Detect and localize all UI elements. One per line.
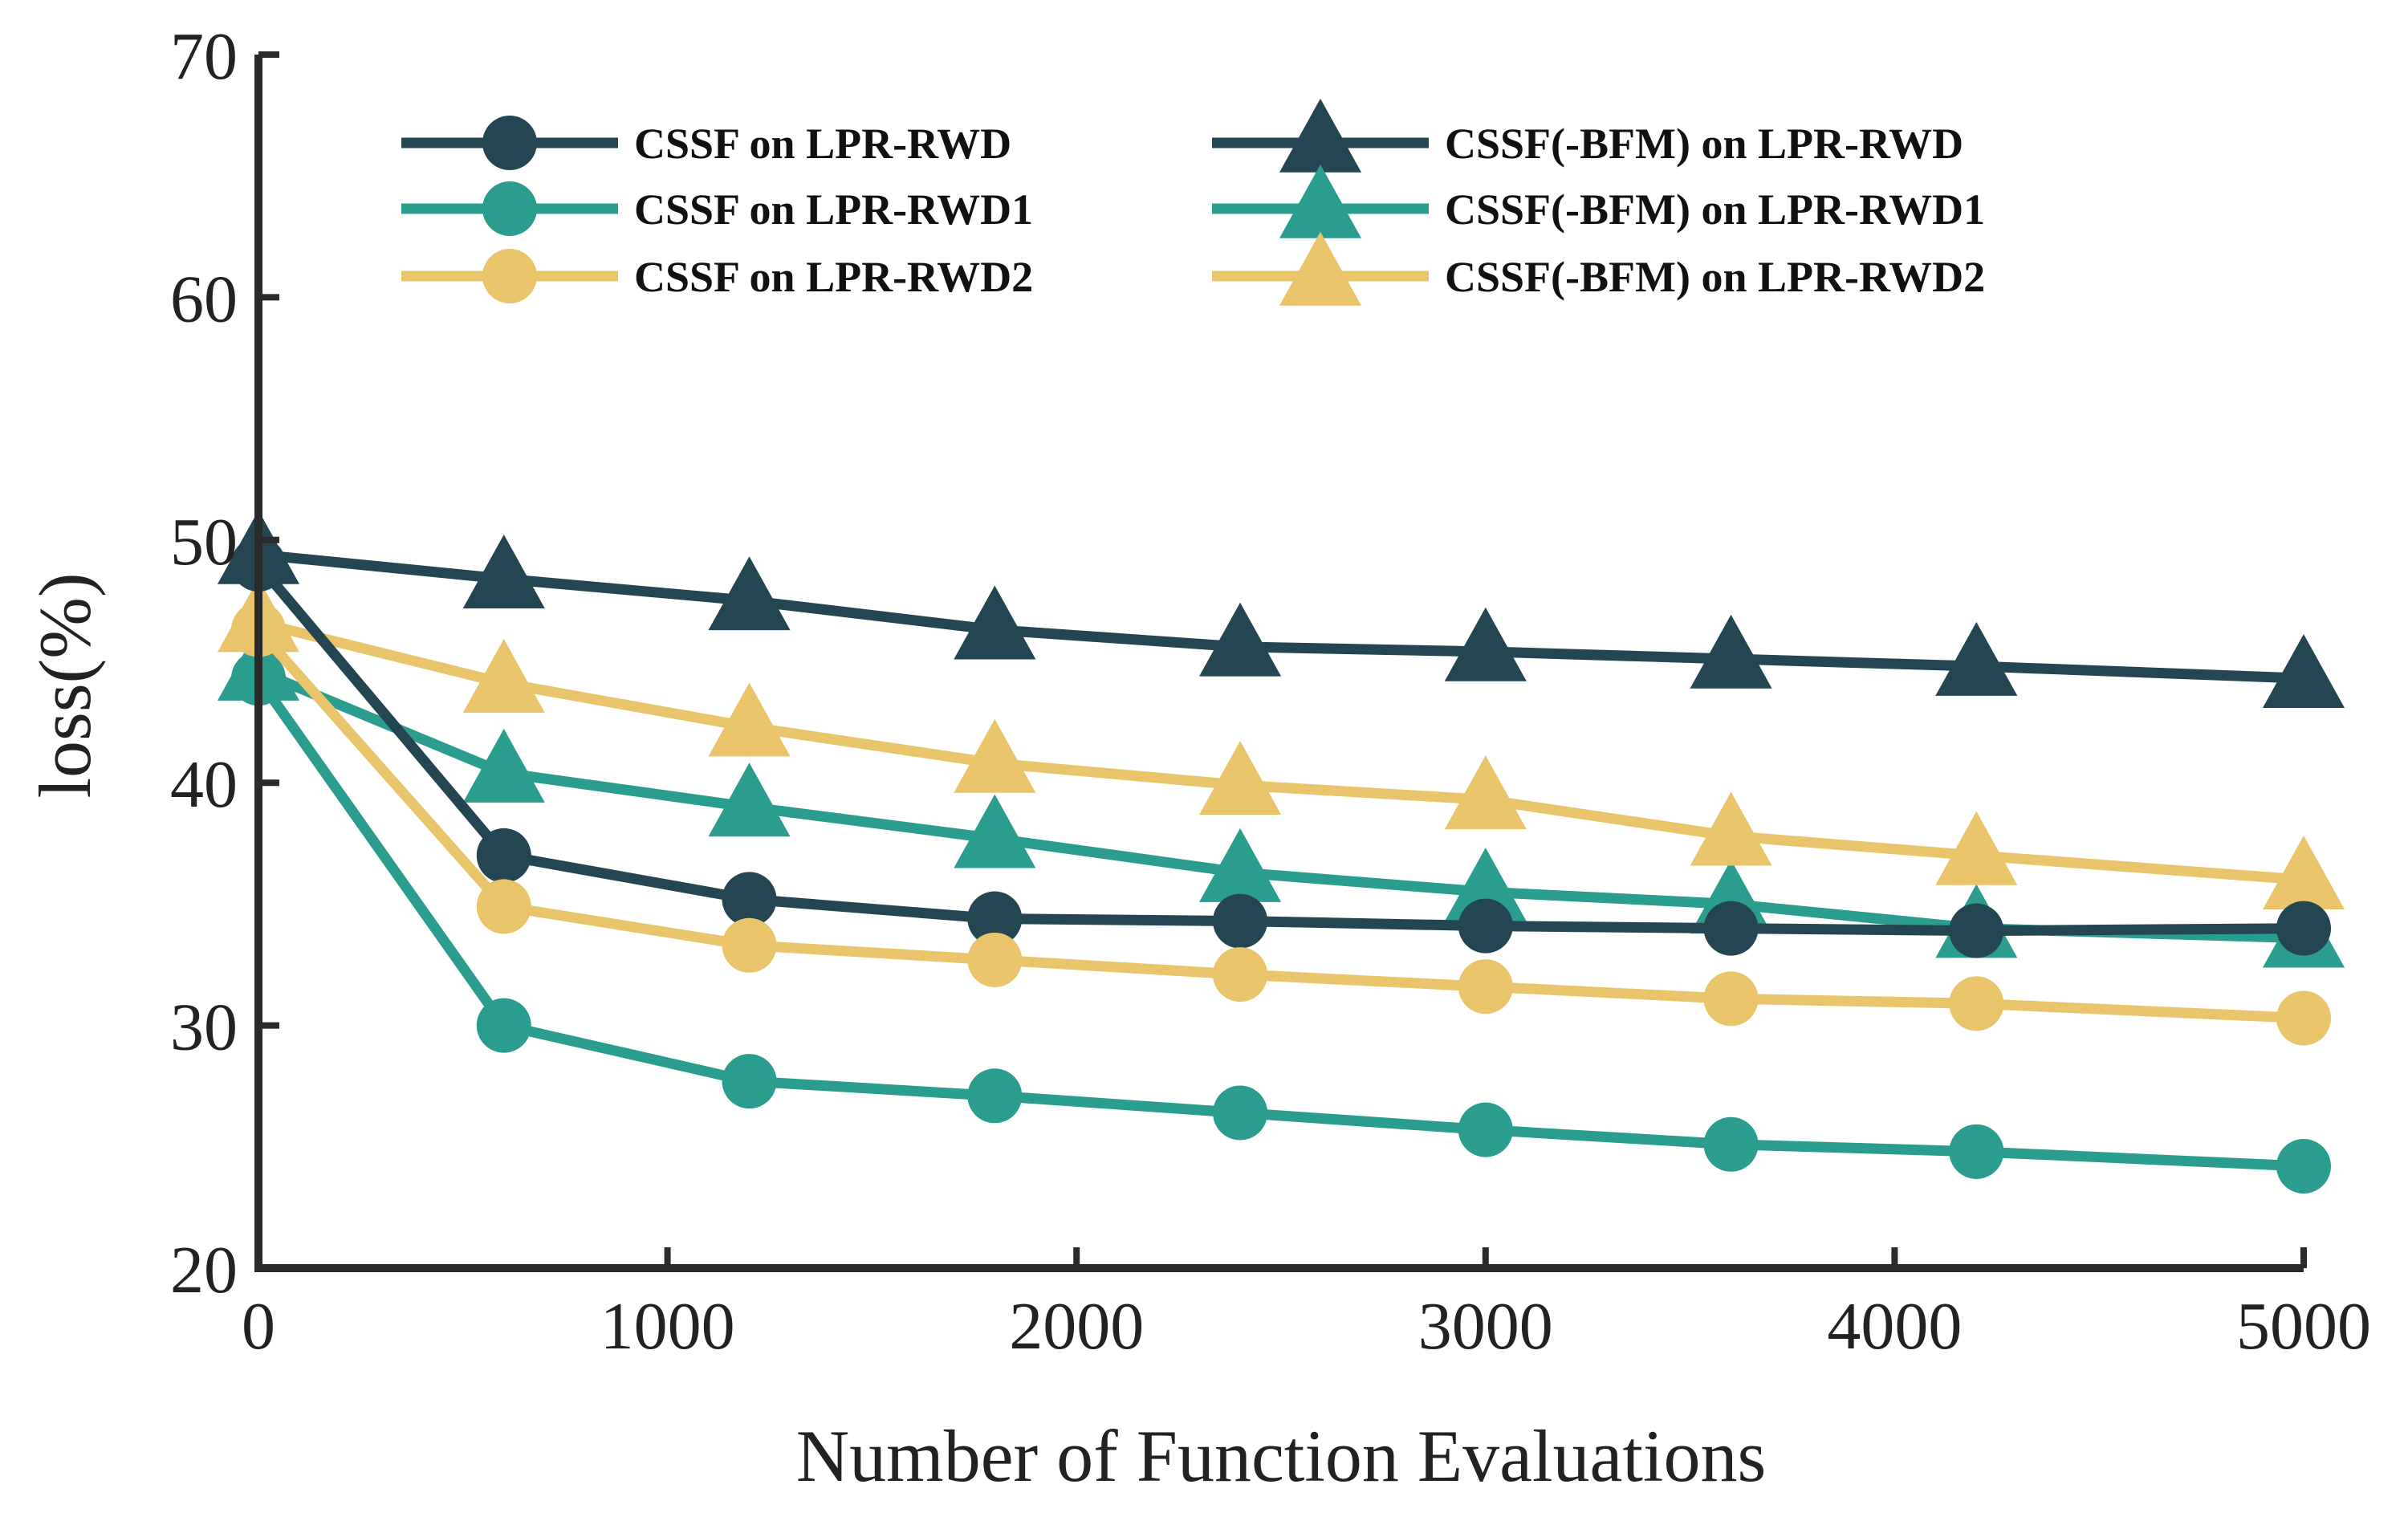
legend-marker <box>1279 98 1362 173</box>
series-cssf-on-lpr-rwd <box>231 537 2331 958</box>
legend-entry: CSSF on LPR-RWD1 <box>401 181 1033 236</box>
y-tick-label: 30 <box>170 990 238 1065</box>
data-point <box>954 585 1036 660</box>
data-point <box>1935 621 2018 696</box>
data-point <box>1949 1124 2004 1179</box>
legend-label: CSSF(-BFM) on LPR-RWD2 <box>1445 253 1985 301</box>
series-cssf-on-lpr-rwd2 <box>231 602 2331 1046</box>
data-point <box>722 917 777 973</box>
data-point <box>1213 893 1268 949</box>
data-point <box>1949 903 2004 958</box>
y-tick-label: 50 <box>170 505 238 580</box>
data-point <box>1213 1085 1268 1141</box>
data-point <box>2276 901 2331 956</box>
data-point <box>2276 1138 2331 1194</box>
series-cssf-bfm-on-lpr-rwd <box>217 510 2345 708</box>
legend-marker <box>482 181 537 236</box>
data-point <box>1458 898 1513 954</box>
legend-label: CSSF on LPR-RWD <box>634 120 1011 168</box>
legend-label: CSSF on LPR-RWD2 <box>634 253 1033 301</box>
data-point <box>2262 835 2345 909</box>
data-point <box>708 556 791 631</box>
data-point <box>1690 614 1772 689</box>
x-tick-label: 1000 <box>600 1289 735 1364</box>
y-tick-label: 20 <box>170 1233 238 1307</box>
data-point <box>1690 791 1772 866</box>
legend-entry: CSSF(-BFM) on LPR-RWD2 <box>1212 231 1985 306</box>
data-point <box>476 998 531 1053</box>
axes <box>254 55 2304 1272</box>
y-tick-label: 40 <box>170 747 238 822</box>
legend-label: CSSF(-BFM) on LPR-RWD1 <box>1445 185 1985 234</box>
data-point <box>462 728 545 803</box>
series-layer <box>217 510 2345 1194</box>
data-point <box>1458 959 1513 1015</box>
legend-entry: CSSF on LPR-RWD <box>401 116 1011 170</box>
y-tick-label: 70 <box>170 19 238 94</box>
data-point <box>1444 607 1527 681</box>
data-point <box>462 535 545 608</box>
data-point <box>1703 1116 1759 1172</box>
data-point <box>722 872 777 927</box>
data-point <box>2262 633 2345 708</box>
data-point <box>967 891 1023 946</box>
data-point <box>967 932 1023 987</box>
data-point <box>1458 1102 1513 1157</box>
data-point <box>1935 811 2018 885</box>
x-axis-label: Number of Function Evaluations <box>796 1415 1767 1497</box>
data-point <box>1199 828 1282 902</box>
x-tick-label: 2000 <box>1009 1289 1144 1364</box>
x-tick-label: 5000 <box>2236 1289 2371 1364</box>
legend-marker <box>482 249 537 303</box>
legend-entry: CSSF on LPR-RWD2 <box>401 249 1033 303</box>
data-point <box>1199 741 1282 815</box>
data-point <box>1703 901 1759 956</box>
x-tick-label: 3000 <box>1418 1289 1553 1364</box>
legend-marker <box>1279 231 1362 306</box>
legend: CSSF on LPR-RWD CSSF on LPR-RWD1 CSSF on L… <box>401 98 1985 306</box>
data-point <box>476 828 531 883</box>
ticks: 20 30 40 50 60 70 0 1000 2000 3000 4000 5000 <box>170 19 2371 1364</box>
y-tick-label: 60 <box>170 262 238 336</box>
data-point <box>708 682 791 757</box>
legend-label: CSSF on LPR-RWD1 <box>634 185 1033 234</box>
data-point <box>722 1054 777 1109</box>
legend-label: CSSF(-BFM) on LPR-RWD <box>1445 120 1963 168</box>
x-tick-label: 0 <box>242 1289 275 1364</box>
legend-marker <box>482 116 537 170</box>
data-point <box>1444 848 1527 922</box>
data-point <box>2276 990 2331 1046</box>
data-point <box>954 794 1036 868</box>
data-point <box>1949 976 2004 1031</box>
series-line <box>256 666 2304 944</box>
series-cssf-on-lpr-rwd1 <box>231 651 2331 1194</box>
legend-marker <box>1279 164 1362 238</box>
data-point <box>967 1068 1023 1124</box>
data-point <box>1213 947 1268 1002</box>
data-point <box>954 718 1036 793</box>
data-point <box>476 879 531 934</box>
data-point <box>708 763 791 837</box>
x-tick-label: 4000 <box>1827 1289 1962 1364</box>
data-point <box>1199 602 1282 677</box>
legend-entry: CSSF(-BFM) on LPR-RWD <box>1212 98 1963 173</box>
y-axis-label: loss(%) <box>24 572 106 798</box>
data-point <box>1703 971 1759 1027</box>
data-point <box>462 639 545 713</box>
legend-entry: CSSF(-BFM) on LPR-RWD1 <box>1212 164 1985 238</box>
data-point <box>1444 755 1527 830</box>
